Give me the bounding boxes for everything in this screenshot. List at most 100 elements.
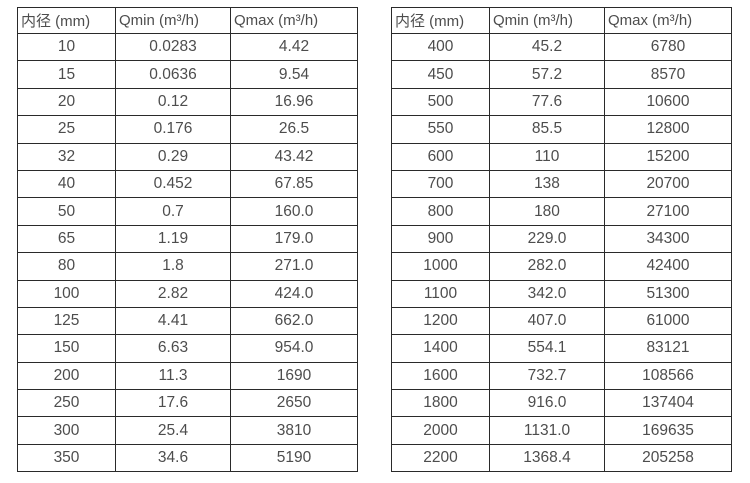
cell: 229.0 [489,224,605,254]
cell: 137404 [604,389,732,418]
table-row: 2200 1368.4 205258 [391,443,732,473]
cell: 2200 [391,443,490,473]
cell: 34300 [604,224,732,254]
column-header: Qmax (m³/h) [604,7,732,34]
cell: 34.6 [115,443,231,473]
cell: 4.41 [115,306,231,336]
cell: 1.19 [115,224,231,254]
cell: 1.8 [115,252,231,281]
table-row: 2000 1131.0 169635 [391,416,732,445]
cell: 179.0 [230,224,358,254]
cell: 125 [17,306,116,336]
cell: 61000 [604,306,732,336]
table-row: 100 2.82 424.0 [17,279,358,308]
cell: 11.3 [115,361,231,391]
cell: 6780 [604,32,732,62]
cell: 400 [391,32,490,62]
cell: 8570 [604,60,732,89]
cell: 57.2 [489,60,605,89]
cell: 77.6 [489,87,605,117]
column-header: Qmin (m³/h) [489,7,605,34]
table-row: 1200 407.0 61000 [391,306,732,336]
cell: 160.0 [230,197,358,226]
cell: 108566 [604,361,732,391]
table-row: 350 34.6 5190 [17,443,358,473]
cell: 25.4 [115,416,231,445]
cell: 100 [17,279,116,308]
cell: 342.0 [489,279,605,308]
table-row: 40 0.452 67.85 [17,169,358,199]
cell: 554.1 [489,334,605,363]
table-row: 500 77.6 10600 [391,87,732,117]
table-row: 1400 554.1 83121 [391,334,732,363]
cell: 10 [17,32,116,62]
cell: 0.176 [115,115,231,144]
flow-table-large-diameters: 内径 (mm) Qmin (m³/h) Qmax (m³/h) 400 45.2 6780… [391,7,732,473]
table-row: 400 45.2 6780 [391,32,732,62]
cell: 0.452 [115,169,231,199]
table-row: 600 110 15200 [391,142,732,171]
cell: 600 [391,142,490,171]
cell: 12800 [604,115,732,144]
cell: 15 [17,60,116,89]
cell: 3810 [230,416,358,445]
cell: 9.54 [230,60,358,89]
cell: 43.42 [230,142,358,171]
cell: 0.0636 [115,60,231,89]
cell: 2650 [230,389,358,418]
table-row: 80 1.8 271.0 [17,252,358,281]
table-row: 65 1.19 179.0 [17,224,358,254]
column-header: 内径 (mm) [391,7,490,34]
table-row: 10 0.0283 4.42 [17,32,358,62]
cell: 17.6 [115,389,231,418]
cell: 450 [391,60,490,89]
cell: 250 [17,389,116,418]
cell: 80 [17,252,116,281]
table-row: 550 85.5 12800 [391,115,732,144]
cell: 1200 [391,306,490,336]
cell: 180 [489,197,605,226]
cell: 300 [17,416,116,445]
table-row: 15 0.0636 9.54 [17,60,358,89]
cell: 1690 [230,361,358,391]
cell: 10600 [604,87,732,117]
cell: 110 [489,142,605,171]
column-header: 内径 (mm) [17,7,116,34]
cell: 205258 [604,443,732,473]
cell: 40 [17,169,116,199]
cell: 6.63 [115,334,231,363]
cell: 67.85 [230,169,358,199]
cell: 800 [391,197,490,226]
cell: 169635 [604,416,732,445]
table-row: 900 229.0 34300 [391,224,732,254]
cell: 65 [17,224,116,254]
flow-table-small-diameters: 内径 (mm) Qmin (m³/h) Qmax (m³/h) 10 0.0283 4.4… [17,7,358,473]
cell: 282.0 [489,252,605,281]
table-row: 300 25.4 3810 [17,416,358,445]
cell: 1800 [391,389,490,418]
cell: 20700 [604,169,732,199]
cell: 954.0 [230,334,358,363]
table-row: 200 11.3 1690 [17,361,358,391]
cell: 15200 [604,142,732,171]
cell: 0.7 [115,197,231,226]
cell: 1131.0 [489,416,605,445]
cell: 550 [391,115,490,144]
cell: 50 [17,197,116,226]
table-row: 50 0.7 160.0 [17,197,358,226]
cell: 200 [17,361,116,391]
cell: 0.12 [115,87,231,117]
cell: 5190 [230,443,358,473]
cell: 27100 [604,197,732,226]
cell: 42400 [604,252,732,281]
cell: 45.2 [489,32,605,62]
column-header: Qmin (m³/h) [115,7,231,34]
cell: 662.0 [230,306,358,336]
table-row: 25 0.176 26.5 [17,115,358,144]
cell: 0.29 [115,142,231,171]
cell: 85.5 [489,115,605,144]
cell: 2000 [391,416,490,445]
header-row: 内径 (mm) Qmin (m³/h) Qmax (m³/h) [17,7,358,34]
table-row: 450 57.2 8570 [391,60,732,89]
cell: 500 [391,87,490,117]
